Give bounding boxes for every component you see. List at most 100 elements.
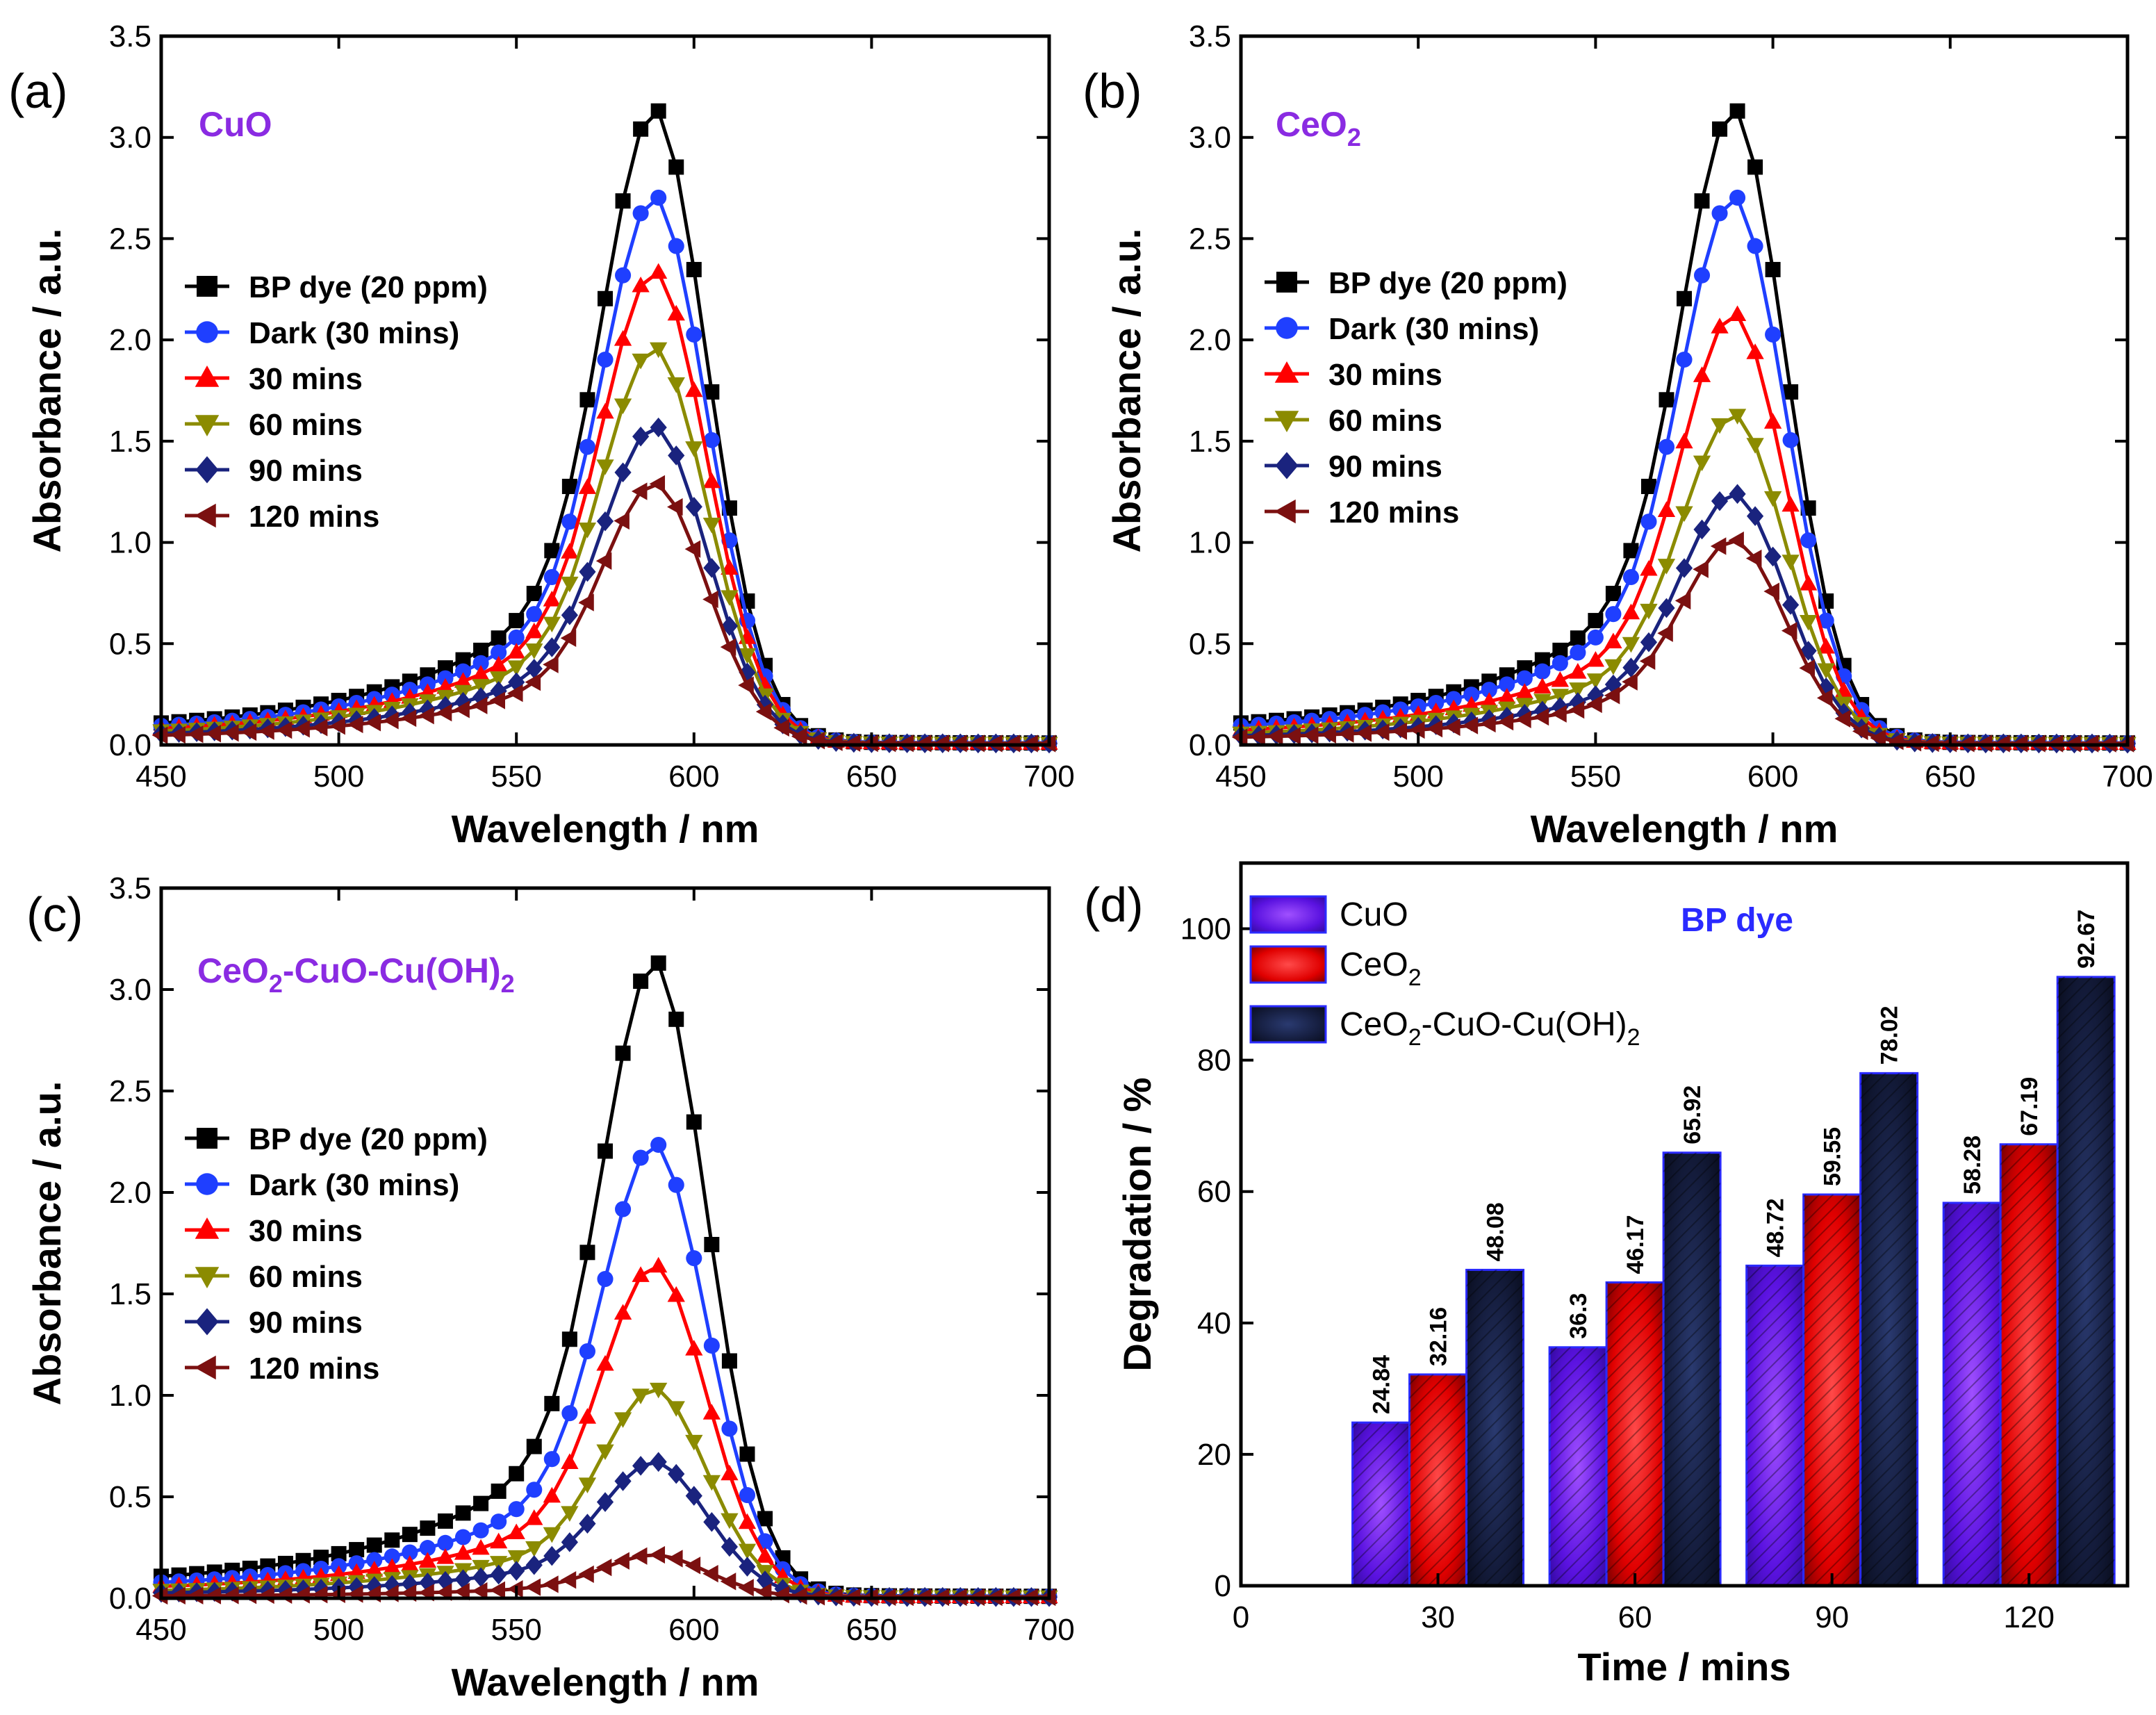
legend-marker	[1274, 499, 1296, 524]
data-point	[668, 159, 684, 175]
data-point	[1569, 682, 1587, 698]
legend-entry: BP dye (20 ppm)	[185, 270, 488, 304]
data-point	[491, 644, 507, 661]
spectrum-panel-1: 450 500 550 600 650 700 0.0 0.5 1.0 1.5 2.0 2.5 3.0 3…	[8, 19, 1075, 851]
sample-label: CuO	[199, 105, 272, 144]
data-point	[526, 1482, 543, 1498]
bar-hatch	[1746, 1265, 1804, 1586]
data-point	[543, 1451, 560, 1468]
x-tick-label: 650	[846, 1613, 897, 1647]
data-point	[668, 1176, 684, 1193]
data-point	[668, 1463, 685, 1484]
y-tick-label: 1.0	[1189, 526, 1231, 560]
data-point	[1711, 491, 1729, 511]
legend-label: 90 mins	[249, 454, 363, 488]
data-point	[632, 426, 650, 447]
legend: BP dye (20 ppm) Dark (30 mins) 30 mins 60 m…	[185, 270, 488, 534]
data-point	[509, 613, 525, 629]
bar-value-label: 59.55	[1820, 1127, 1846, 1186]
data-point	[418, 1552, 437, 1568]
y-tick-label: 0.5	[109, 627, 151, 661]
panel-letter: (a)	[8, 64, 68, 118]
data-point	[489, 655, 508, 672]
data-point	[436, 1548, 454, 1564]
data-point	[598, 1143, 613, 1159]
bar-value-label: 36.3	[1565, 1293, 1592, 1339]
data-point	[650, 1382, 668, 1399]
legend-entry: 90 mins	[185, 454, 363, 488]
data-point	[543, 637, 561, 657]
data-point	[472, 679, 490, 695]
data-point	[1640, 478, 1656, 494]
data-point	[1764, 546, 1781, 567]
data-point	[525, 622, 543, 639]
y-axis-title: Absorbance / a.u.	[1105, 229, 1149, 553]
data-point	[1622, 673, 1638, 691]
legend-marker	[1274, 361, 1299, 383]
chart-title: BP dye	[1681, 902, 1793, 939]
data-point	[1249, 728, 1265, 746]
data-point	[472, 664, 490, 681]
bar-group: 32.16	[1408, 1307, 1468, 1587]
data-point	[489, 1556, 508, 1572]
data-point	[276, 721, 293, 739]
legend-marker	[195, 415, 220, 436]
data-point	[1763, 491, 1782, 507]
data-point	[1870, 729, 1886, 747]
data-point	[1570, 644, 1586, 661]
data-point	[1658, 598, 1675, 618]
data-point	[507, 684, 523, 703]
data-point	[365, 714, 381, 732]
y-tick-label: 3.0	[109, 973, 151, 1007]
data-point	[685, 1486, 702, 1506]
data-point	[1622, 657, 1640, 678]
data-point	[615, 193, 631, 209]
data-point	[491, 1513, 507, 1530]
x-tick-label: 0	[1233, 1600, 1249, 1634]
legend-marker	[197, 1128, 217, 1149]
data-point	[1782, 595, 1800, 615]
data-point	[1586, 673, 1605, 689]
panel-letter: (b)	[1083, 64, 1142, 118]
data-point	[614, 398, 632, 415]
data-point	[702, 1404, 721, 1420]
data-point	[1728, 531, 1744, 550]
data-point	[1604, 632, 1622, 649]
bar-group: 24.84	[1351, 1355, 1411, 1587]
data-point	[1693, 519, 1711, 540]
data-point	[739, 1487, 756, 1504]
data-point	[205, 725, 222, 743]
bar-group: 48.72	[1745, 1198, 1805, 1587]
data-point	[1747, 238, 1763, 254]
data-point	[704, 384, 720, 400]
spectrum-panel-2: 450 500 550 600 650 700 0.0 0.5 1.0 1.5 2.0 2.5 3.0 3…	[1083, 19, 2153, 851]
bar-value-label: 46.17	[1622, 1215, 1649, 1274]
data-point	[1373, 723, 1390, 741]
data-point	[437, 1534, 454, 1551]
data-point	[455, 1505, 471, 1521]
data-point	[508, 1561, 525, 1581]
legend-entry: CeO2-CuO-Cu(OH)2	[1249, 1005, 1640, 1051]
bar-hatch	[1549, 1347, 1607, 1586]
data-point	[561, 543, 579, 559]
data-point	[561, 1453, 579, 1469]
data-point	[756, 1570, 774, 1591]
data-point	[632, 1456, 650, 1476]
y-tick-label: 0	[1215, 1569, 1231, 1603]
data-point	[1783, 384, 1799, 400]
data-point	[1551, 671, 1570, 687]
data-point	[667, 377, 685, 393]
data-point	[827, 733, 843, 751]
y-tick-label: 0.0	[109, 728, 151, 762]
legend-marker	[195, 1217, 220, 1239]
bar-value-label: 32.16	[1426, 1307, 1452, 1366]
data-point	[508, 1501, 525, 1518]
legend-label: 90 mins	[249, 1306, 363, 1340]
y-tick-label: 3.5	[109, 871, 151, 905]
data-point	[454, 1569, 472, 1589]
data-point	[1765, 326, 1781, 343]
data-point	[454, 672, 472, 688]
y-tick-label: 3.5	[1189, 19, 1231, 54]
data-point	[1765, 261, 1781, 277]
legend: BP dye (20 ppm) Dark (30 mins) 30 mins 60 m…	[185, 1122, 488, 1386]
